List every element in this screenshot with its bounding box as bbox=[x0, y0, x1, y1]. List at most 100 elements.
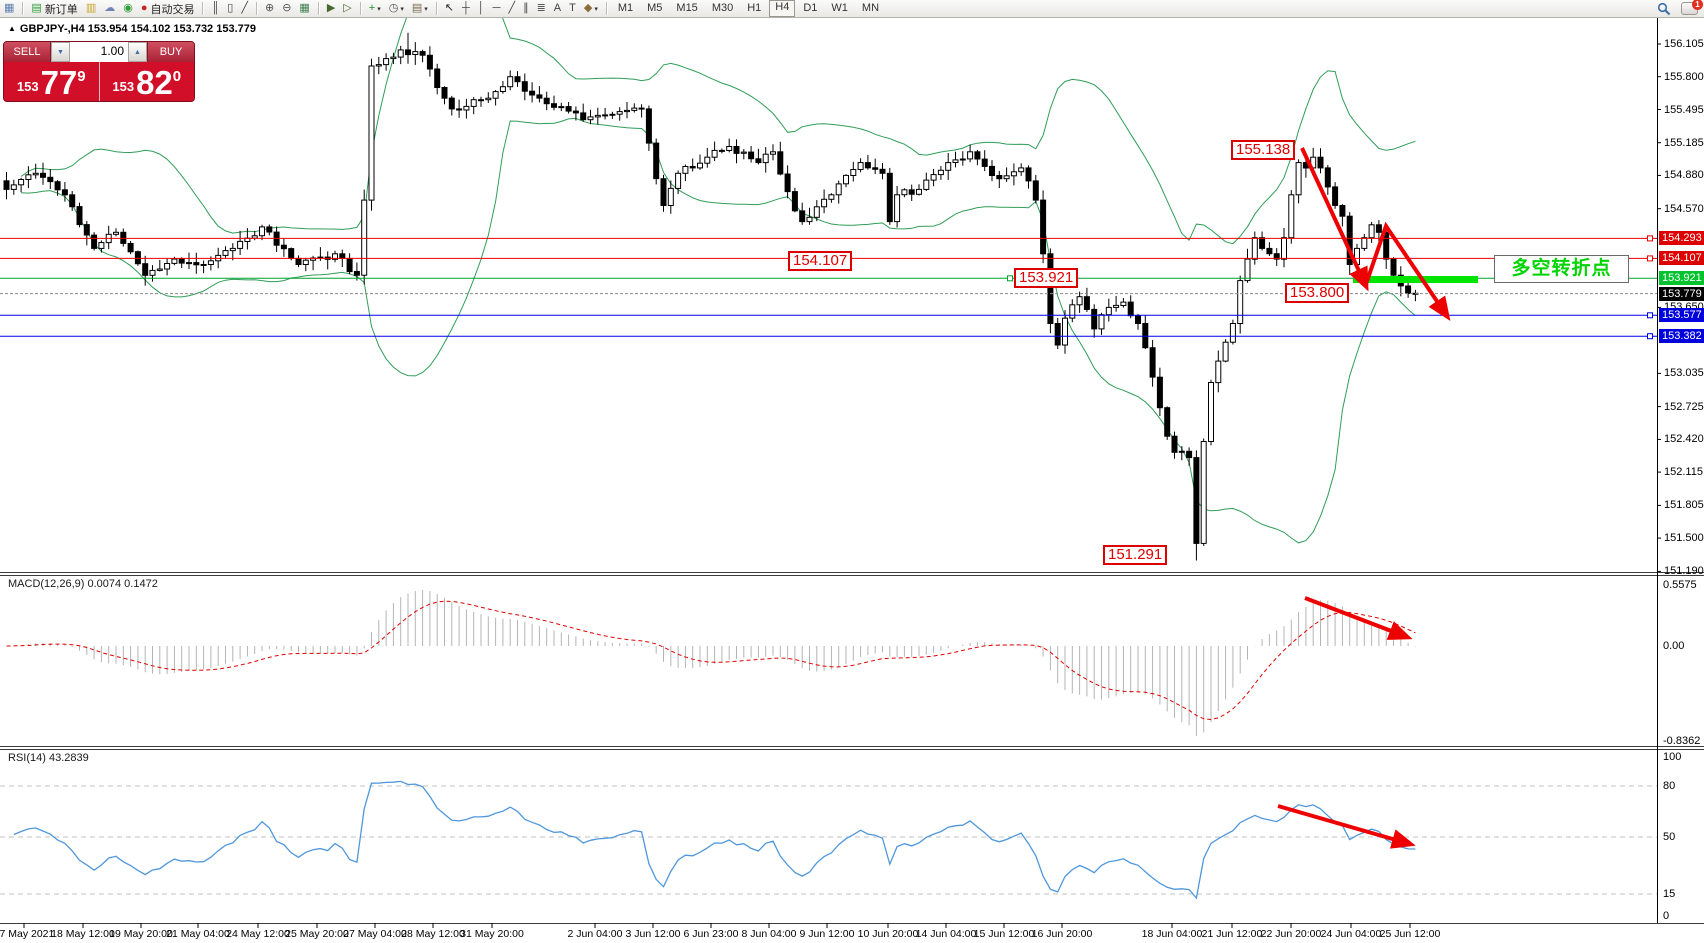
buy-price-big: 82 bbox=[136, 64, 173, 101]
crosshair-icon: ┼ bbox=[461, 2, 470, 14]
hline-handle[interactable] bbox=[1647, 312, 1653, 319]
indicators-button[interactable]: + ▾ bbox=[366, 1, 384, 16]
auto-scroll-button[interactable]: ▶ bbox=[324, 1, 338, 16]
chart-shift-button[interactable]: ▷ bbox=[340, 1, 354, 16]
zoom-out-button[interactable]: ⊖ bbox=[279, 1, 294, 16]
timeframe-h4-button[interactable]: H4 bbox=[769, 0, 796, 17]
toolbar-right-cluster: 1 bbox=[1657, 0, 1703, 16]
bar-chart-icon: ║ bbox=[211, 2, 220, 14]
timeframe-w1-button[interactable]: W1 bbox=[831, 2, 848, 14]
candlestick-chart-button[interactable]: ▯ bbox=[224, 1, 236, 16]
trend-arrow[interactable] bbox=[1300, 147, 1369, 292]
trendline-button[interactable]: ╱ bbox=[505, 1, 518, 16]
navigator-button[interactable]: ☁ bbox=[101, 1, 118, 16]
dropdown-caret-icon: ▾ bbox=[594, 5, 598, 13]
signal-icon: ◉ bbox=[123, 2, 133, 14]
timeframe-m30-button[interactable]: M30 bbox=[711, 2, 734, 14]
sell-button[interactable]: SELL bbox=[4, 42, 51, 62]
search-icon[interactable] bbox=[1657, 2, 1671, 16]
channel-icon: ∥ bbox=[523, 2, 529, 14]
period-icon: ◷ bbox=[388, 2, 399, 14]
hline-button[interactable]: ─ bbox=[490, 1, 504, 16]
macd-arrow[interactable] bbox=[1304, 596, 1413, 640]
fibonacci-icon: ≣ bbox=[536, 2, 546, 14]
fibonacci-button[interactable]: ≣ bbox=[534, 1, 549, 16]
new-chart-icon: ▦ bbox=[4, 2, 15, 14]
vline-icon: │ bbox=[477, 2, 485, 14]
crosshair-button[interactable]: ┼ bbox=[459, 1, 473, 16]
buy-price-sup: 0 bbox=[172, 68, 182, 85]
new-order-label: 新订单 bbox=[44, 3, 78, 16]
bar-chart-button[interactable]: ║ bbox=[208, 1, 222, 16]
indicators-icon: + bbox=[368, 2, 376, 14]
candlestick-chart-icon: ▯ bbox=[227, 2, 234, 14]
chart-symbol-line: ▲ GBPJPY-,H4 153.954 154.102 153.732 153.… bbox=[8, 23, 256, 35]
arrows-button[interactable]: ◆ ▾ bbox=[581, 1, 601, 16]
navigator-icon: ☁ bbox=[104, 2, 116, 14]
main-toolbar: ▦ ▤ 新订单 ▥ ☁ ◉ ● 自动交易 ║ ▯ ╱ ⊕ ⊖ ▦ ▶ ▷ + ▾ ◷ ▾ ▤ ▾ ↖ ┼ │ ─ ╱ ∥ ≣ A T ◆ ▾ M1… bbox=[0, 0, 1704, 18]
dropdown-caret-icon: ▾ bbox=[377, 5, 381, 13]
hline-handle[interactable] bbox=[1647, 255, 1653, 262]
rsi-arrow[interactable] bbox=[1277, 804, 1416, 849]
cursor-icon: ↖ bbox=[444, 2, 454, 14]
hline-handle[interactable] bbox=[1647, 333, 1653, 340]
dropdown-caret-icon: ▾ bbox=[424, 5, 428, 13]
buy-price-prefix: 153 bbox=[112, 79, 135, 94]
buy-price-button[interactable]: 153 82 0 bbox=[100, 62, 195, 101]
timeframe-m5-button[interactable]: M5 bbox=[647, 2, 663, 14]
macd-plot bbox=[6, 590, 1416, 736]
toolbar-separator bbox=[202, 2, 204, 15]
market-watch-button[interactable]: ▥ bbox=[83, 1, 99, 16]
text-label-button[interactable]: T bbox=[566, 1, 579, 16]
trend-arrow[interactable] bbox=[1364, 221, 1451, 321]
symbol-ohlc-text: GBPJPY-,H4 153.954 154.102 153.732 153.7… bbox=[19, 23, 256, 35]
volume-input[interactable]: 1.00 bbox=[100, 44, 124, 58]
toolbar-separator bbox=[317, 2, 319, 15]
unread-count-badge: 1 bbox=[1692, 0, 1703, 10]
new-order-button: ▤ bbox=[31, 2, 42, 14]
market-watch-icon: ▥ bbox=[85, 2, 97, 14]
channel-button[interactable]: ∥ bbox=[520, 1, 532, 16]
toolbar-separator bbox=[435, 2, 437, 15]
sell-price-big: 77 bbox=[40, 64, 78, 101]
volume-increase-button[interactable]: ▲ bbox=[128, 42, 147, 62]
hline-icon: ─ bbox=[492, 2, 501, 14]
chart-shift-icon: ▷ bbox=[343, 2, 352, 14]
auto-trading-button[interactable]: ● 自动交易 bbox=[138, 1, 198, 16]
timeframe-d1-button[interactable]: D1 bbox=[803, 2, 818, 14]
hline-handle[interactable] bbox=[1647, 235, 1653, 242]
hline-handle[interactable] bbox=[1007, 275, 1013, 282]
signal-button[interactable]: ◉ bbox=[120, 1, 136, 16]
zoom-in-button[interactable]: ⊕ bbox=[262, 1, 277, 16]
sell-price-sup: 9 bbox=[77, 68, 86, 85]
template-icon: ▤ bbox=[411, 2, 423, 14]
text-button[interactable]: A bbox=[551, 1, 564, 16]
new-order-button[interactable]: ▤ 新订单 bbox=[28, 1, 80, 16]
period-button[interactable]: ◷ ▾ bbox=[386, 1, 407, 16]
vline-button[interactable]: │ bbox=[475, 1, 488, 16]
line-chart-button[interactable]: ╱ bbox=[238, 1, 251, 16]
toolbar-separator bbox=[255, 2, 257, 15]
new-chart-button[interactable]: ▦ bbox=[1, 1, 17, 16]
cursor-button[interactable]: ↖ bbox=[442, 1, 457, 16]
chart-collapse-icon[interactable]: ▲ bbox=[8, 24, 16, 33]
toolbar-separator bbox=[605, 2, 607, 15]
buy-button[interactable]: BUY bbox=[147, 42, 194, 62]
template-button[interactable]: ▤ ▾ bbox=[409, 1, 431, 16]
sell-price-prefix: 153 bbox=[16, 79, 39, 94]
timeframe-mn-button[interactable]: MN bbox=[861, 2, 880, 14]
tile-windows-icon: ▦ bbox=[299, 2, 310, 14]
green-level-bar[interactable] bbox=[1353, 276, 1478, 283]
toolbar-separator bbox=[359, 2, 361, 15]
notifications-icon[interactable]: 1 bbox=[1681, 0, 1703, 15]
text-icon: A bbox=[553, 2, 562, 14]
tile-windows-button[interactable]: ▦ bbox=[296, 1, 312, 16]
timeframe-m15-button[interactable]: M15 bbox=[676, 2, 698, 14]
zoom-out-icon: ⊖ bbox=[282, 2, 292, 14]
timeframe-m1-button[interactable]: M1 bbox=[617, 2, 634, 14]
volume-decrease-button[interactable]: ▼ bbox=[51, 42, 70, 62]
volume-spinner: ▼ 1.00 ▲ bbox=[51, 42, 147, 62]
timeframe-h1-button[interactable]: H1 bbox=[747, 2, 762, 14]
arrows-icon: ◆ bbox=[583, 2, 593, 14]
sell-price-button[interactable]: 153 77 9 bbox=[4, 62, 100, 101]
